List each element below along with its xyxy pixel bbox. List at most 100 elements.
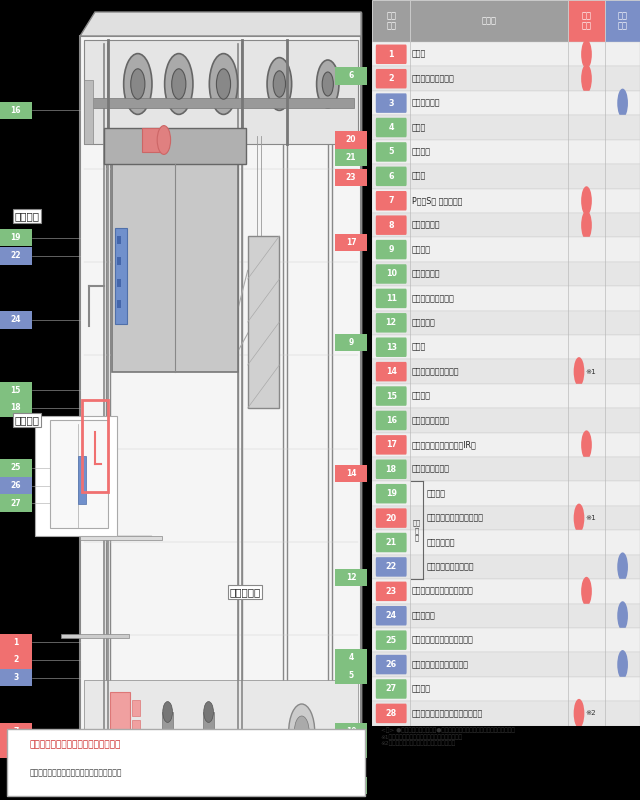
- Bar: [84, 40, 358, 144]
- Text: 5: 5: [349, 670, 354, 680]
- Circle shape: [617, 602, 628, 630]
- Text: ドア
装
置: ドア 装 置: [413, 519, 421, 542]
- FancyBboxPatch shape: [376, 264, 406, 284]
- Bar: [0, 229, 31, 246]
- Text: 19: 19: [386, 489, 397, 498]
- Circle shape: [163, 702, 172, 722]
- FancyBboxPatch shape: [376, 338, 406, 357]
- Bar: [372, 238, 640, 262]
- Bar: [51, 420, 108, 528]
- Text: 絶縁トランス: 絶縁トランス: [412, 98, 440, 108]
- Bar: [112, 156, 238, 372]
- Bar: [0, 634, 31, 651]
- Text: 冠水検出装置: 冠水検出装置: [412, 221, 440, 230]
- Text: 27: 27: [10, 498, 21, 508]
- Text: 10: 10: [386, 270, 397, 278]
- Text: 13: 13: [346, 745, 356, 754]
- Bar: [0, 399, 31, 417]
- Text: 16: 16: [386, 416, 397, 425]
- Text: 13: 13: [386, 342, 397, 352]
- Circle shape: [164, 54, 193, 114]
- Bar: [84, 680, 358, 760]
- Text: かご上コントロールユニット: かご上コントロールユニット: [412, 587, 474, 596]
- Circle shape: [581, 577, 592, 606]
- Bar: [117, 278, 121, 286]
- Bar: [0, 651, 31, 669]
- Circle shape: [157, 126, 171, 154]
- FancyBboxPatch shape: [376, 215, 406, 235]
- Text: 7: 7: [13, 727, 19, 737]
- Bar: [372, 433, 640, 457]
- Bar: [162, 712, 173, 756]
- Text: 塔内電線: 塔内電線: [412, 391, 431, 401]
- Bar: [372, 579, 640, 603]
- Bar: [117, 300, 121, 308]
- Circle shape: [216, 69, 230, 99]
- FancyBboxPatch shape: [8, 730, 365, 796]
- Circle shape: [344, 734, 357, 762]
- Text: トラベリングケーブル: トラベリングケーブル: [412, 367, 460, 376]
- FancyBboxPatch shape: [376, 630, 406, 650]
- Text: 12: 12: [386, 318, 397, 327]
- Bar: [372, 91, 640, 115]
- Circle shape: [294, 716, 309, 748]
- Text: ※1: ※1: [586, 369, 596, 374]
- Text: 着床位置プレート: 着床位置プレート: [412, 465, 450, 474]
- Text: 3: 3: [13, 673, 19, 682]
- Bar: [78, 456, 86, 504]
- Text: 主ロープ: 主ロープ: [412, 245, 431, 254]
- Text: 有償
付加: 有償 付加: [618, 11, 628, 30]
- Text: ※1: ※1: [586, 515, 596, 521]
- Text: ※2: ※2: [586, 710, 596, 716]
- FancyBboxPatch shape: [376, 191, 406, 210]
- Text: ドア開閉装置: ドア開閉装置: [427, 538, 455, 547]
- Bar: [0, 459, 31, 477]
- FancyBboxPatch shape: [376, 313, 406, 333]
- Text: 18: 18: [386, 465, 397, 474]
- Text: 20: 20: [346, 135, 356, 145]
- Text: 昇降路関係: 昇降路関係: [229, 587, 260, 597]
- Bar: [372, 359, 640, 384]
- Text: P波・S波 地震感知器: P波・S波 地震感知器: [412, 196, 463, 206]
- Text: ドア制御装置・ドアモータ: ドア制御装置・ドアモータ: [427, 514, 484, 522]
- Text: 22: 22: [11, 251, 21, 261]
- FancyBboxPatch shape: [376, 69, 406, 89]
- Circle shape: [172, 69, 186, 99]
- Bar: [335, 149, 367, 166]
- Text: 14: 14: [346, 469, 356, 478]
- Bar: [80, 36, 362, 768]
- Bar: [132, 720, 140, 740]
- Bar: [335, 465, 367, 482]
- FancyBboxPatch shape: [376, 557, 406, 577]
- Bar: [104, 128, 246, 164]
- Text: 調速機: 調速機: [412, 172, 426, 181]
- Text: 10: 10: [346, 727, 356, 737]
- Text: 8: 8: [13, 745, 19, 754]
- FancyBboxPatch shape: [376, 484, 406, 503]
- Circle shape: [581, 40, 592, 69]
- Text: 基本
更新: 基本 更新: [582, 11, 591, 30]
- Bar: [117, 258, 121, 266]
- FancyBboxPatch shape: [376, 410, 406, 430]
- Bar: [88, 98, 354, 108]
- Bar: [372, 262, 640, 286]
- Bar: [0, 477, 31, 494]
- Bar: [0, 311, 31, 329]
- Bar: [35, 416, 117, 536]
- Text: 25: 25: [11, 463, 21, 473]
- FancyBboxPatch shape: [376, 142, 406, 162]
- Polygon shape: [80, 12, 362, 36]
- Text: <注> ●印は基本更新機器を、●印は有償での要請（または追加）を示します。
※1　タイプにより更新が不要な場合があります。
※2　施工内容は既設仕様により異なり: <注> ●印は基本更新機器を、●印は有償での要請（または追加）を示します。 ※1…: [381, 728, 515, 746]
- Text: 26: 26: [386, 660, 397, 669]
- Text: 調速機ロープ張り車: 調速機ロープ張り車: [412, 294, 455, 303]
- Circle shape: [617, 650, 628, 679]
- Text: 27: 27: [386, 685, 397, 694]
- Text: 光電式多光軸センサー: 光電式多光軸センサー: [427, 562, 474, 571]
- Bar: [372, 677, 640, 701]
- Circle shape: [617, 89, 628, 118]
- Text: 18: 18: [10, 403, 21, 413]
- Bar: [372, 42, 640, 66]
- Text: 巻上機: 巻上機: [412, 123, 426, 132]
- Circle shape: [289, 704, 315, 760]
- Bar: [372, 0, 410, 42]
